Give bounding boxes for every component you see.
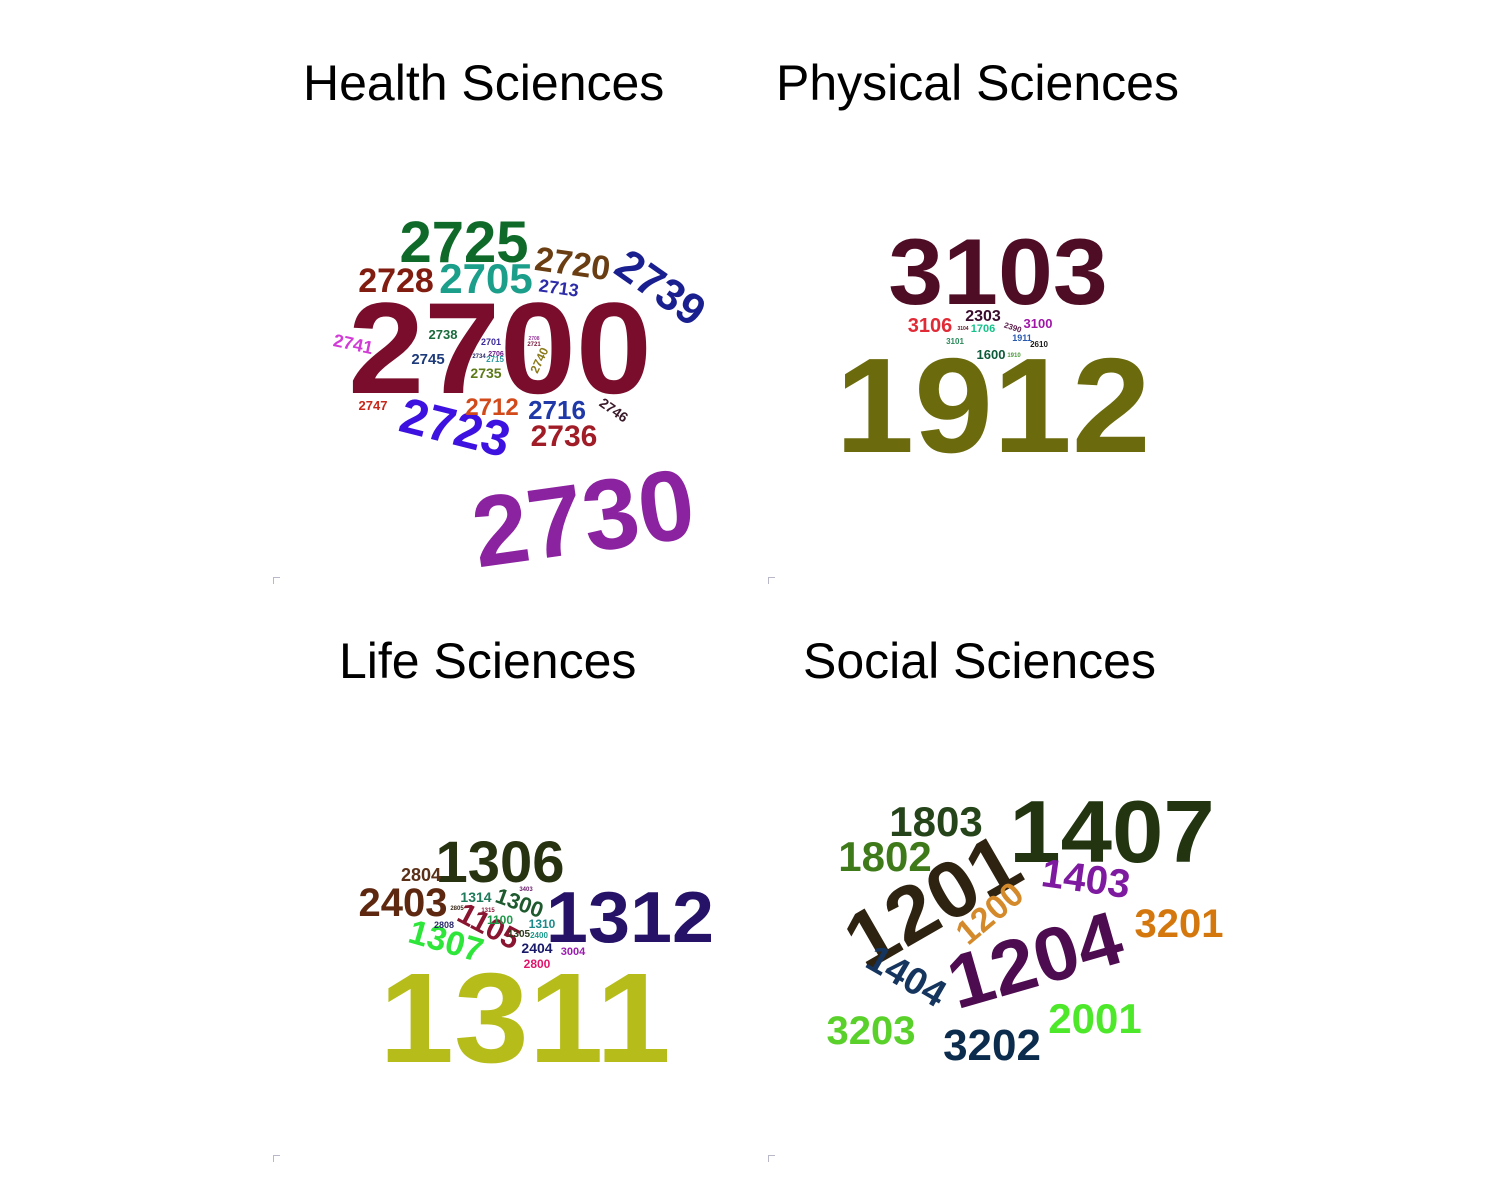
- cloud-word: 2303: [965, 308, 1001, 325]
- cloud-word: 2734: [472, 354, 486, 360]
- cloud-word: 2712: [465, 394, 518, 421]
- cloud-word: 1311: [379, 946, 671, 1089]
- cloud-word: 3201: [1135, 902, 1224, 946]
- cloud-word: 2808: [434, 920, 454, 930]
- cloud-word: 1706: [971, 323, 995, 335]
- cloud-word: 2735: [470, 365, 501, 381]
- cloud-word: 3203: [827, 1009, 916, 1053]
- cloud-word: 2705: [439, 255, 532, 302]
- cloud-word: 3103: [888, 220, 1108, 324]
- cloud-word: 1911: [1012, 333, 1032, 343]
- cloud-word: 2700: [348, 276, 652, 421]
- cloud-word: 1600: [977, 347, 1006, 362]
- cloud-word: 2716: [528, 395, 586, 425]
- cloud-word: 2001: [1048, 995, 1141, 1042]
- cloud-word: 2730: [465, 447, 701, 589]
- cloud-word: 2721: [527, 342, 541, 348]
- cloud-word: 2404: [521, 940, 552, 956]
- cloud-word: 2747: [359, 398, 388, 413]
- cloud-word: 2701: [481, 337, 501, 347]
- life-sciences-word-cloud: 1311131213062403130711051300280413141100…: [359, 830, 715, 1089]
- cloud-word: 1912: [835, 331, 1150, 481]
- cloud-word: 1305: [508, 929, 531, 940]
- cloud-word: 2715: [486, 355, 504, 364]
- cloud-word: 3101: [946, 337, 964, 346]
- cloud-word: 3106: [908, 315, 953, 337]
- panel-title-physical-sciences: Physical Sciences: [776, 55, 1179, 111]
- cloud-word: 1802: [838, 833, 931, 880]
- cloud-word: 2725: [399, 210, 528, 275]
- cloud-word: 3202: [943, 1021, 1041, 1070]
- cloud-word: 2745: [411, 351, 444, 368]
- cloud-word: 1100: [487, 913, 513, 927]
- cloud-word: 3004: [561, 946, 586, 958]
- panel-corner-mark: [768, 1155, 775, 1162]
- cloud-word: 1314: [460, 889, 491, 905]
- cloud-word: 2403: [359, 881, 448, 925]
- cloud-word: 1312: [546, 877, 714, 958]
- cloud-word: 2610: [1030, 340, 1048, 349]
- cloud-word: 1315: [481, 908, 495, 914]
- cloud-word: 1306: [435, 830, 564, 895]
- cloud-word: 2736: [531, 420, 598, 453]
- panel-corner-mark: [768, 577, 775, 584]
- cloud-word: 1407: [1009, 783, 1215, 882]
- cloud-word: 1910: [1007, 353, 1021, 359]
- cloud-word: 2400: [530, 931, 548, 940]
- cloud-word: 2804: [401, 865, 441, 885]
- cloud-word: 2728: [358, 262, 434, 300]
- panel-title-life-sciences: Life Sciences: [339, 633, 637, 689]
- panel-title-social-sciences: Social Sciences: [803, 633, 1156, 689]
- panel-title-health-sciences: Health Sciences: [303, 55, 665, 111]
- cloud-word: 2708: [528, 336, 539, 342]
- cloud-word: 3104: [957, 326, 968, 332]
- cloud-word: 2738: [429, 327, 458, 342]
- panel-corner-mark: [273, 1155, 280, 1162]
- panel-corner-mark: [273, 577, 280, 584]
- cloud-word: 1310: [529, 917, 556, 931]
- cloud-word: 3100: [1024, 316, 1053, 331]
- cloud-word: 1803: [889, 798, 982, 845]
- cloud-word: 2706: [488, 351, 504, 358]
- cloud-word: 2805: [450, 906, 464, 912]
- cloud-word: 2800: [524, 957, 551, 971]
- cloud-word: 3403: [519, 887, 533, 893]
